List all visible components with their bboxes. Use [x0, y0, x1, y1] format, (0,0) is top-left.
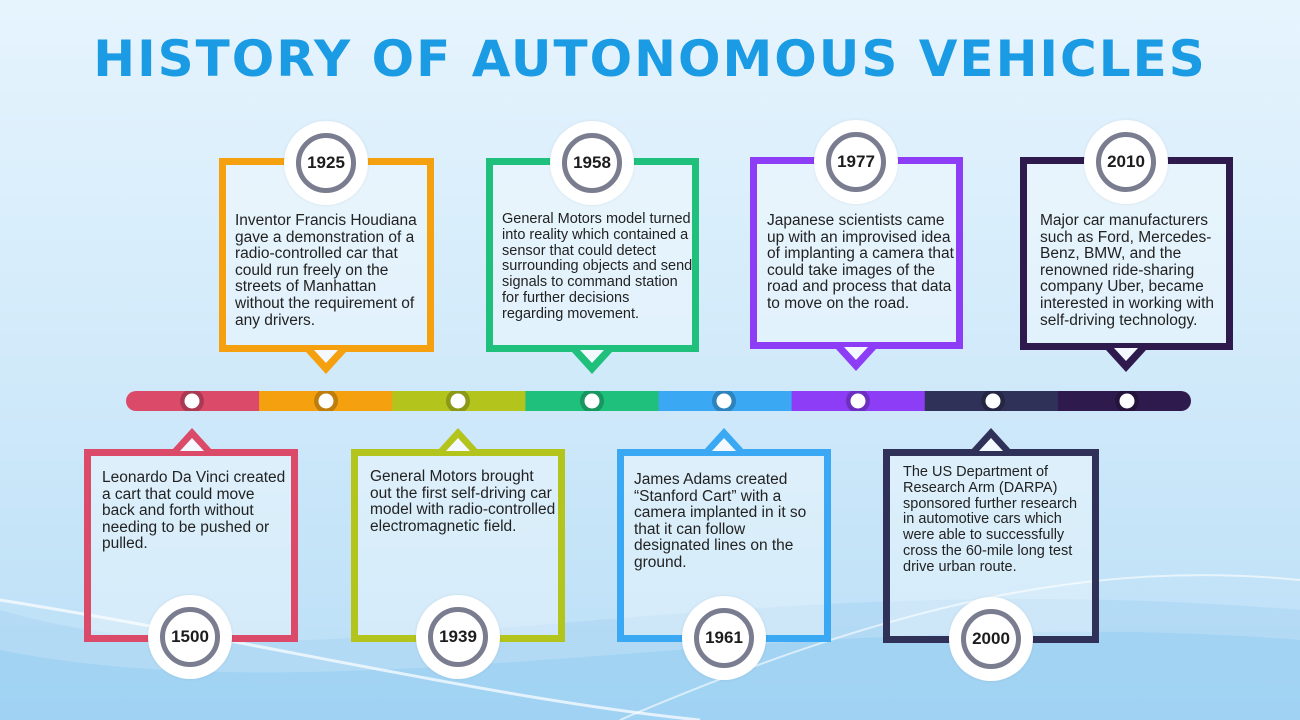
timeline-marker-1961	[712, 391, 736, 411]
timeline-bar	[126, 391, 1191, 411]
timeline-marker-1939	[446, 391, 470, 411]
event-text-1939: General Motors brought out the first sel…	[370, 468, 556, 535]
timeline-marker-2010	[1115, 391, 1139, 411]
year-label-1958: 1958	[562, 133, 622, 193]
year-badge-1925: 1925	[284, 121, 368, 205]
event-text-1961: James Adams created “Stanford Cart” with…	[634, 471, 807, 571]
year-label-1500: 1500	[160, 607, 220, 667]
page-title: HISTORY OF AUTONOMOUS VEHICLES	[93, 30, 1207, 88]
event-text-2010: Major car manufacturers such as Ford, Me…	[1040, 212, 1215, 329]
year-badge-1500: 1500	[148, 595, 232, 679]
event-card-2010: Major car manufacturers such as Ford, Me…	[1020, 157, 1233, 350]
year-label-2000: 2000	[961, 609, 1021, 669]
year-badge-1977: 1977	[814, 120, 898, 204]
year-badge-1958: 1958	[550, 121, 634, 205]
event-text-1925: Inventor Francis Houdiana gave a demonst…	[235, 212, 417, 329]
timeline-marker-1925	[314, 391, 338, 411]
year-badge-2010: 2010	[1084, 120, 1168, 204]
event-card-2000: The US Department of Research Arm (DARPA…	[883, 449, 1099, 643]
year-label-1939: 1939	[428, 607, 488, 667]
year-badge-2000: 2000	[949, 597, 1033, 681]
event-text-1977: Japanese scientists came up with an impr…	[767, 212, 954, 312]
event-text-2000: The US Department of Research Arm (DARPA…	[903, 464, 1078, 575]
timeline-marker-1958	[580, 391, 604, 411]
year-badge-1939: 1939	[416, 595, 500, 679]
event-text-1500: Leonardo Da Vinci created a cart that co…	[102, 469, 286, 553]
year-label-1977: 1977	[826, 132, 886, 192]
year-badge-1961: 1961	[682, 596, 766, 680]
timeline-marker-1977	[846, 391, 870, 411]
timeline-marker-2000	[981, 391, 1005, 411]
timeline-marker-1500	[180, 391, 204, 411]
year-label-1925: 1925	[296, 133, 356, 193]
event-text-1958: General Motors model turned into reality…	[502, 211, 693, 322]
year-label-2010: 2010	[1096, 132, 1156, 192]
year-label-1961: 1961	[694, 608, 754, 668]
